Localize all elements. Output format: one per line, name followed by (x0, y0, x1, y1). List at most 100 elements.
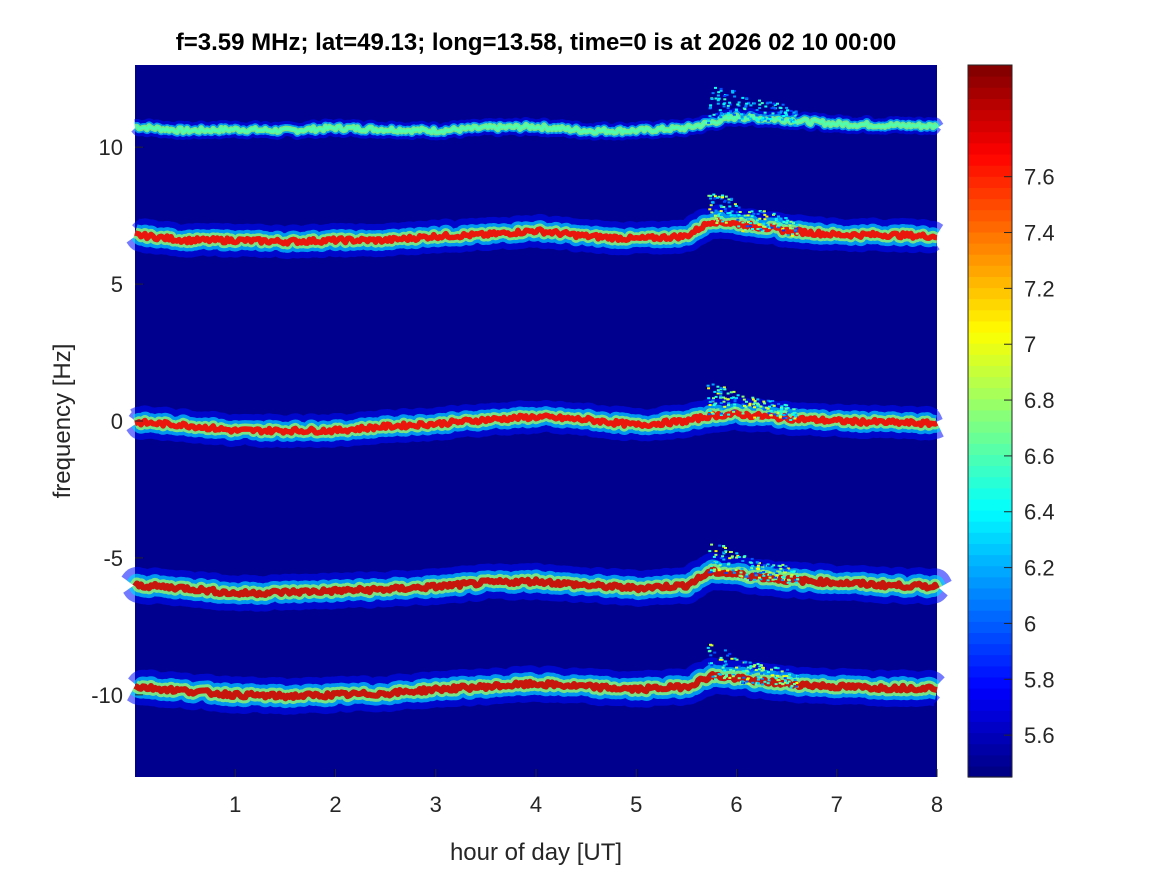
colorbar-step (968, 665, 1012, 678)
colorbar-step (968, 754, 1012, 767)
disturbance-cell (737, 104, 741, 107)
disturbance-cell (753, 408, 757, 411)
disturbance-cell (732, 410, 736, 413)
disturbance-cell (727, 404, 730, 407)
disturbance-cell (719, 395, 723, 398)
colorbar-step (968, 510, 1012, 522)
disturbance-cell (761, 668, 765, 671)
colorbar-step (968, 487, 1012, 500)
disturbance-cell (736, 394, 740, 397)
disturbance-cell (717, 116, 721, 119)
colorbar-step (968, 710, 1012, 722)
disturbance-cell (708, 400, 712, 403)
disturbance-cell (791, 233, 794, 236)
disturbance-cell (788, 224, 792, 227)
disturbance-cell (740, 567, 744, 570)
disturbance-cell (751, 396, 755, 399)
x-tick-label: 4 (530, 792, 542, 817)
x-tick-label: 6 (730, 792, 742, 817)
disturbance-cell (728, 103, 732, 106)
band-trace-layer (133, 670, 939, 702)
disturbance-cell (777, 226, 780, 229)
disturbance-cell (779, 217, 783, 220)
disturbance-cell (721, 666, 725, 669)
disturbance-cell (786, 109, 790, 112)
disturbance-cell (794, 579, 798, 582)
disturbance-cell (721, 194, 724, 197)
disturbance-cell (732, 390, 736, 393)
disturbance-cell (775, 674, 779, 677)
disturbance-cell (757, 403, 761, 406)
disturbance-cell (787, 579, 791, 582)
disturbance-cell (741, 395, 745, 398)
disturbance-cell (713, 568, 717, 571)
disturbance-cell (709, 204, 713, 207)
disturbance-cell (711, 383, 715, 386)
colorbar-step (968, 354, 1012, 366)
disturbance-cell (730, 197, 734, 200)
colorbar-step (968, 443, 1012, 455)
disturbance-cell (778, 416, 782, 419)
y-tick-label: -10 (91, 683, 123, 708)
disturbance-cell (717, 195, 721, 198)
disturbance-cell (749, 665, 753, 668)
disturbance-cell (710, 98, 714, 100)
disturbance-cell (708, 404, 712, 406)
disturbance-cell (758, 99, 761, 102)
colorbar-step (968, 532, 1012, 544)
disturbance-cell (772, 404, 776, 407)
disturbance-cell (731, 675, 735, 678)
disturbance-cell (726, 392, 730, 395)
disturbance-cell (753, 222, 757, 225)
disturbance-cell (729, 214, 733, 217)
disturbance-cell (733, 95, 737, 98)
disturbance-cell (783, 677, 787, 680)
disturbance-cell (744, 104, 748, 107)
y-tick-label: 0 (111, 409, 123, 434)
disturbance-cell (736, 554, 740, 557)
disturbance-cell (760, 677, 764, 680)
disturbance-cell (778, 565, 782, 568)
disturbance-cell (791, 413, 795, 416)
disturbance-cell (782, 576, 786, 579)
disturbance-cell (732, 113, 736, 116)
disturbance-cell (776, 220, 780, 223)
disturbance-cell (755, 219, 759, 222)
disturbance-cell (774, 217, 778, 220)
disturbance-cell (715, 561, 719, 564)
disturbance-cell (735, 109, 739, 112)
y-axis: -10 -5 0 5 10 (91, 135, 143, 708)
colorbar-step (968, 65, 1012, 77)
colorbar-step (968, 498, 1012, 511)
disturbance-cell (746, 218, 750, 221)
colorbar-step (968, 721, 1012, 734)
disturbance-cell (711, 561, 715, 564)
disturbance-cell (766, 563, 770, 566)
disturbance-cell (726, 104, 730, 107)
disturbance-cell (726, 398, 730, 401)
disturbance-cell (775, 574, 779, 577)
disturbance-cell (732, 571, 736, 574)
disturbance-cell (719, 87, 723, 90)
disturbance-cell (771, 410, 775, 413)
disturbance-cell (778, 415, 782, 418)
disturbance-cell (750, 557, 754, 560)
disturbance-cell (780, 670, 784, 673)
disturbance-cell (706, 646, 710, 649)
colorbar-step (968, 587, 1012, 600)
disturbance-cell (794, 111, 798, 114)
disturbance-cell (745, 680, 749, 683)
disturbance-cell (771, 112, 775, 115)
disturbance-cell (714, 553, 718, 556)
disturbance-cell (743, 214, 747, 217)
disturbance-cell (792, 111, 796, 114)
disturbance-cell (763, 408, 767, 411)
colorbar-tick-label: 6 (1024, 611, 1036, 636)
disturbance-cell (726, 114, 730, 117)
disturbance-cell (770, 403, 774, 406)
disturbance-cell (758, 668, 761, 671)
disturbance-cell (735, 666, 739, 669)
disturbance-cell (710, 662, 713, 665)
disturbance-cell (718, 564, 722, 567)
disturbance-cell (763, 218, 767, 221)
